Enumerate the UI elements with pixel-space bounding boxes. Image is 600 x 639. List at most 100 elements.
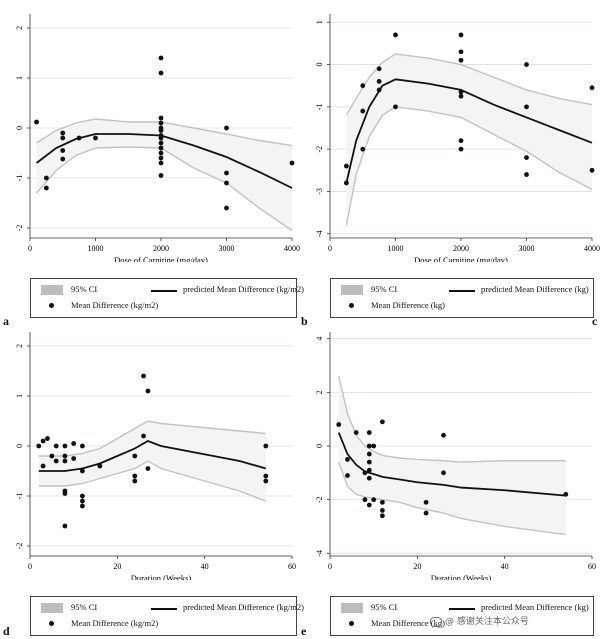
legend-ci-swatch <box>341 603 363 613</box>
data-point <box>371 443 377 449</box>
data-point <box>224 170 229 176</box>
data-point <box>263 478 269 484</box>
data-point <box>343 180 349 186</box>
prediction-line <box>337 432 566 497</box>
data-point <box>362 470 368 476</box>
y-tick-label: 0 <box>315 63 324 67</box>
y-tick-label: 0 <box>15 444 24 448</box>
x-tick-label: 3000 <box>219 244 235 253</box>
y-tick-label: 2 <box>315 390 324 394</box>
data-point <box>366 459 372 465</box>
data-point <box>458 93 464 99</box>
legend-dot-label: Mean Difference (kg/m2) <box>71 300 159 310</box>
data-point <box>366 451 372 457</box>
legend-line-swatch <box>151 608 177 610</box>
ci-lower-line <box>38 460 267 502</box>
data-point <box>45 436 50 441</box>
prediction-line <box>38 440 267 472</box>
data-point <box>158 155 164 161</box>
data-point <box>376 79 382 84</box>
ci-upper-line <box>38 420 266 457</box>
data-point <box>80 493 85 499</box>
data-point <box>62 491 68 496</box>
ci-lower-line <box>338 461 566 536</box>
data-point <box>62 453 68 459</box>
data-point <box>132 473 138 479</box>
data-point <box>524 62 529 67</box>
watermark: @ 感谢关注本公众号 <box>430 614 529 627</box>
data-point <box>366 430 372 435</box>
data-point <box>60 130 66 136</box>
data-point <box>360 146 366 152</box>
data-point <box>345 473 350 478</box>
data-point <box>158 70 164 76</box>
data-point <box>524 172 529 177</box>
ci-upper-line <box>338 376 566 463</box>
data-point <box>524 104 529 110</box>
y-tick-label: -2 <box>15 225 24 232</box>
data-point <box>589 85 595 91</box>
data-point <box>380 419 385 425</box>
data-point <box>263 473 269 479</box>
x-tick-label: 0 <box>328 244 332 253</box>
data-point <box>80 498 85 504</box>
legend-ci-label: 95% CI <box>371 602 398 612</box>
x-tick-label: 4000 <box>584 244 600 253</box>
y-tick-label: 0 <box>15 126 24 130</box>
ci-lower-line <box>36 146 293 232</box>
legend-line-swatch <box>449 290 475 292</box>
data-point <box>458 89 464 95</box>
data-point <box>353 430 359 435</box>
ci-upper-line <box>345 53 593 116</box>
legend-ci-label: 95% CI <box>371 284 398 294</box>
data-point <box>458 32 464 38</box>
panel-e: -4 -2 0 2 4 0 20 40 60 Duration (Weeks) 95% CI pr… <box>300 318 600 636</box>
data-point <box>132 478 138 484</box>
data-point <box>60 135 66 141</box>
data-point <box>97 463 103 469</box>
y-tick-label: 2 <box>15 344 24 348</box>
data-point <box>43 185 49 191</box>
data-point <box>441 432 446 438</box>
data-point <box>366 467 372 473</box>
prediction-line <box>36 133 293 189</box>
data-point <box>224 180 229 186</box>
data-point <box>60 156 66 162</box>
data-point <box>263 443 269 449</box>
data-point <box>53 443 59 449</box>
data-point <box>336 422 342 427</box>
y-tick-label: 1 <box>315 20 324 24</box>
x-tick-label: 2000 <box>453 244 469 253</box>
data-point <box>393 104 398 110</box>
legend-e: 95% CI predicted Mean Difference (kg) Me… <box>330 596 594 636</box>
prediction-line <box>345 78 593 184</box>
y-tick-label: -2 <box>315 496 324 503</box>
data-point <box>62 523 68 529</box>
data-point <box>40 463 46 469</box>
data-point <box>366 502 372 508</box>
y-tick-label: 4 <box>315 337 324 341</box>
data-point <box>158 128 164 133</box>
data-point <box>80 503 85 509</box>
data-point <box>345 457 350 462</box>
y-tick-label: -2 <box>15 543 24 550</box>
y-tick-label: 1 <box>15 76 24 80</box>
data-point <box>145 466 151 471</box>
data-point <box>423 499 429 505</box>
x-tick-label: 1000 <box>88 244 104 253</box>
x-axis-label: Duration (Weeks) <box>131 573 192 580</box>
data-point <box>376 66 382 72</box>
x-axis-label: Duration (Weeks) <box>431 573 492 580</box>
chart-a: -2 -1 0 1 2 0 1000 2000 3000 4000 Dose of Carnitin… <box>15 14 300 265</box>
y-tick-label: 1 <box>15 394 24 398</box>
data-point <box>53 458 59 464</box>
legend-ci-label: 95% CI <box>71 284 98 294</box>
panel-d: -2 -1 0 1 2 0 20 40 60 Duration (Weeks) 95% CI pr… <box>0 318 304 636</box>
legend-a: 95% CI predicted Mean Difference (kg/m2)… <box>30 278 304 318</box>
y-tick-label: 2 <box>15 26 24 30</box>
data-point <box>49 453 55 459</box>
ci-band-fill <box>346 53 592 226</box>
data-point <box>158 160 164 166</box>
data-point <box>563 491 569 497</box>
data-point <box>366 475 372 481</box>
